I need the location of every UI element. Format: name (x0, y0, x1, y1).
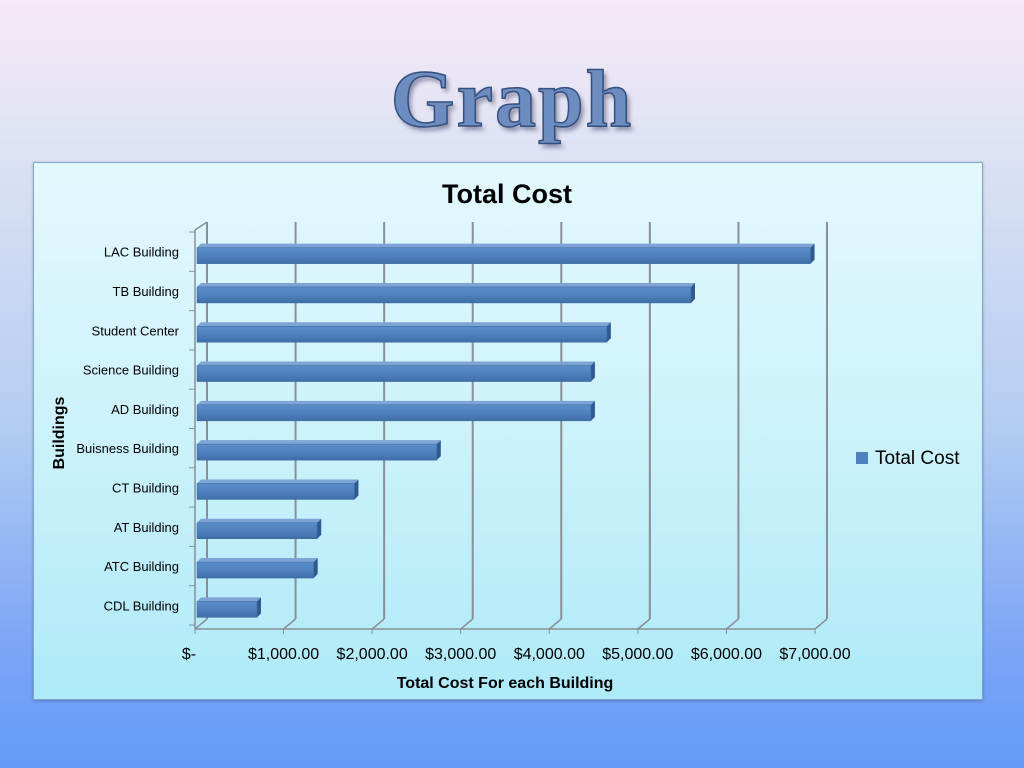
bar-end (810, 243, 815, 264)
bar (196, 483, 355, 500)
x-tick-label: $2,000.00 (337, 646, 408, 663)
bar (196, 365, 592, 382)
gridline-floor (548, 618, 562, 630)
y-axis-title: Buildings (51, 396, 68, 469)
slide-title: Graph (390, 53, 634, 144)
y-axis-depth (194, 221, 208, 231)
bar-top (197, 243, 815, 248)
bar (196, 326, 608, 343)
x-tick-label: $1,000.00 (248, 646, 319, 663)
bar-end (257, 597, 261, 618)
category-label: ATC Building (104, 559, 179, 574)
category-label: CT Building (112, 480, 179, 495)
bar-end (691, 282, 695, 303)
bar-top (197, 479, 359, 484)
bar-top (197, 361, 595, 366)
bar (196, 601, 258, 618)
bar (196, 247, 811, 264)
bar (196, 522, 318, 539)
x-axis-title: Total Cost For each Building (397, 675, 614, 692)
category-label: Buisness Building (76, 441, 179, 456)
bar-end (317, 518, 322, 539)
legend-swatch (856, 452, 868, 464)
bar-end (590, 400, 595, 421)
x-tick-label: $4,000.00 (514, 646, 585, 663)
category-label: Student Center (92, 323, 180, 338)
legend-label: Total Cost (875, 448, 960, 469)
bar (196, 404, 592, 422)
gridline-floor (725, 618, 739, 630)
bar-top (197, 440, 441, 445)
bar-top (197, 518, 322, 523)
bar-top (197, 400, 595, 405)
x-tick-label: $3,000.00 (425, 646, 496, 663)
bar-end (354, 479, 359, 500)
x-tick-label: $7,000.00 (779, 646, 850, 663)
gridline-floor (371, 618, 385, 630)
bar-top (197, 558, 318, 563)
x-tick-label: $5,000.00 (602, 646, 673, 663)
bar (196, 561, 314, 579)
bar (196, 443, 438, 461)
legend: Total Cost (856, 448, 960, 469)
gridline-floor (460, 618, 474, 630)
chart-title: Total Cost (442, 179, 572, 209)
gridline-floor (283, 618, 297, 630)
category-label: LAC Building (104, 245, 179, 260)
category-label: AD Building (111, 402, 179, 417)
gridline-floor (194, 618, 208, 630)
x-tick-label: $6,000.00 (691, 646, 762, 663)
gridline-floor (637, 618, 651, 630)
bar-top (197, 597, 261, 602)
gridline-floor (814, 618, 828, 630)
bar-end (606, 322, 611, 343)
category-label: TB Building (113, 284, 179, 299)
category-label: AT Building (114, 520, 179, 535)
category-label: Science Building (83, 363, 179, 378)
bar-top (197, 322, 611, 327)
bar-end (436, 440, 441, 461)
bar (196, 286, 692, 304)
bar-end (590, 361, 595, 382)
category-label: CDL Building (104, 598, 179, 613)
x-tick-label: $- (182, 646, 196, 663)
bar-end (313, 558, 318, 579)
bar-top (197, 282, 695, 287)
